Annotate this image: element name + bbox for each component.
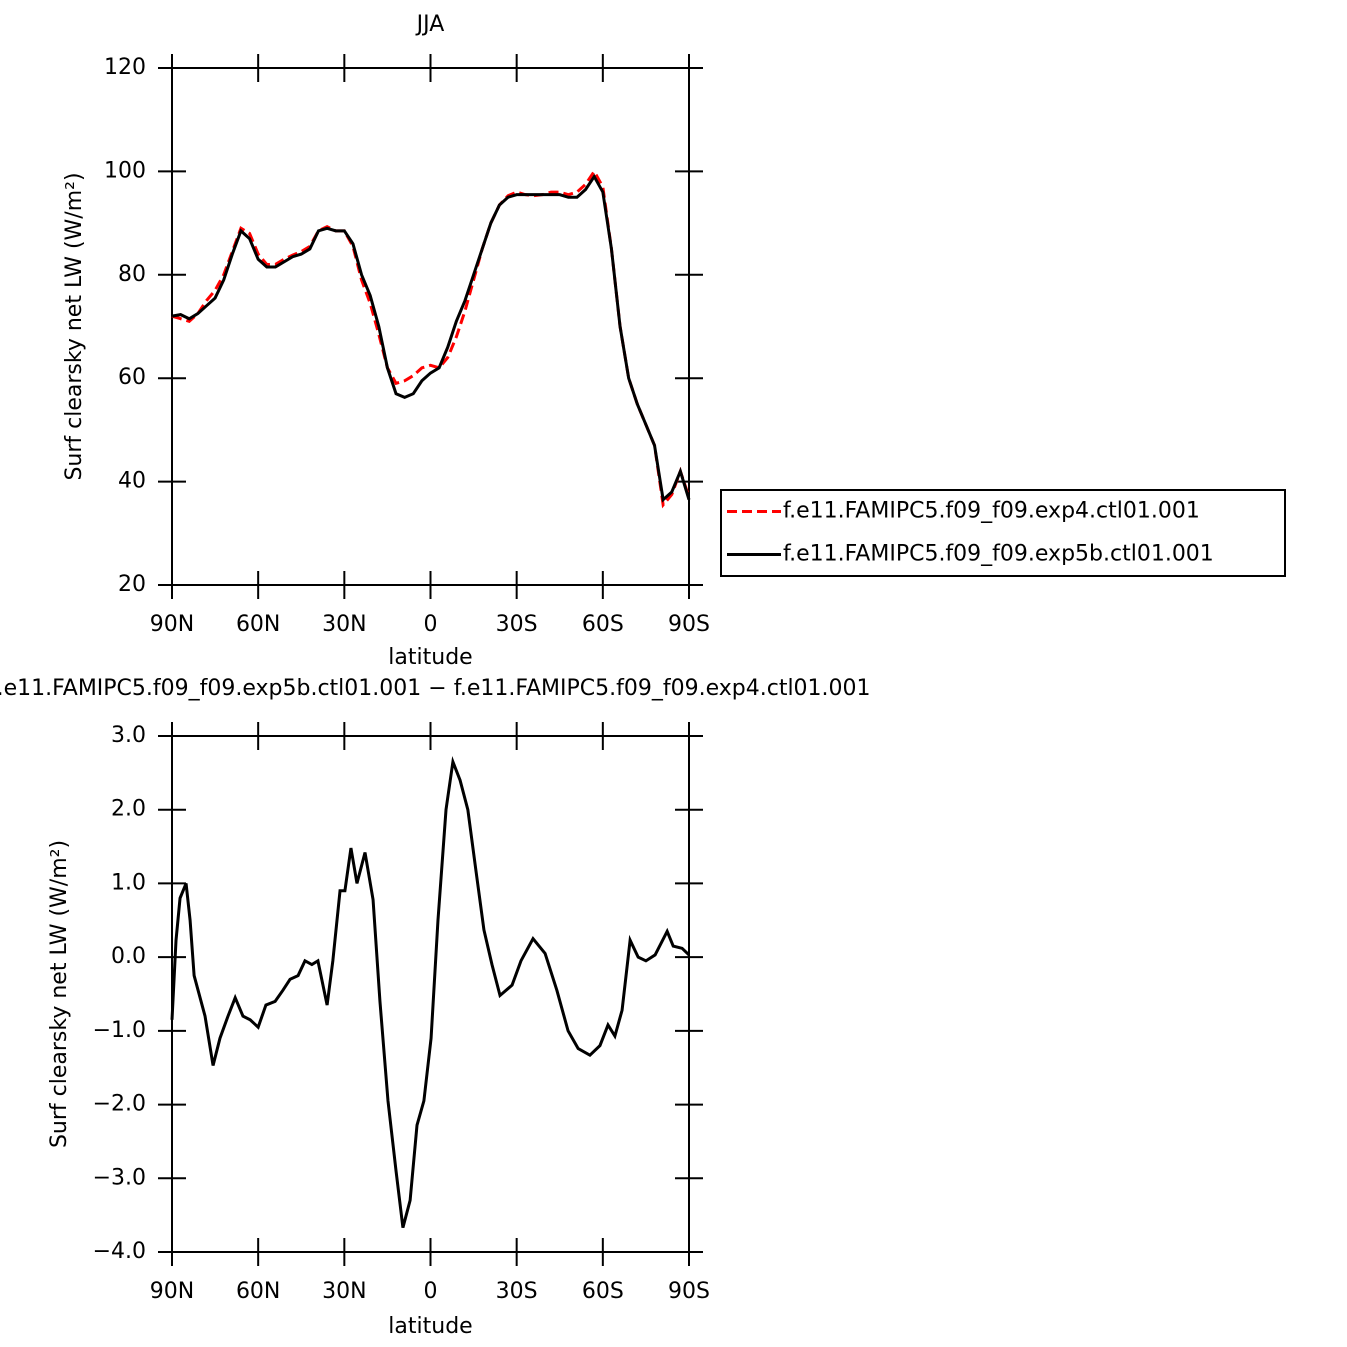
plot-frame bbox=[171, 67, 690, 586]
legend-label: f.e11.FAMIPC5.f09_f09.exp5b.ctl01.001 bbox=[783, 542, 1214, 567]
x-axis-label: latitude bbox=[388, 1314, 472, 1339]
y-tick-label: 100 bbox=[104, 158, 146, 183]
x-tick-label: 0 bbox=[424, 612, 438, 637]
y-axis-label: Surf clearsky net LW (W/m²) bbox=[62, 172, 87, 480]
x-tick-label: 30N bbox=[322, 612, 366, 637]
x-tick-label: 60S bbox=[582, 612, 624, 637]
y-axis-label: Surf clearsky net LW (W/m²) bbox=[47, 840, 72, 1148]
data-line bbox=[170, 755, 691, 1229]
y-tick-label: −3.0 bbox=[93, 1165, 146, 1190]
x-axis-label: latitude bbox=[388, 645, 472, 670]
x-tick-label: 90N bbox=[150, 612, 194, 637]
y-tick-label: −4.0 bbox=[93, 1239, 146, 1264]
y-tick-label: 2.0 bbox=[111, 797, 146, 822]
y-tick-label: 40 bbox=[118, 469, 146, 494]
x-tick-label: 30S bbox=[496, 1279, 538, 1304]
chart-title: JJA bbox=[415, 12, 445, 37]
data-line bbox=[171, 168, 691, 509]
y-tick-label: −1.0 bbox=[93, 1018, 146, 1043]
legend-label: f.e11.FAMIPC5.f09_f09.exp4.ctl01.001 bbox=[783, 499, 1200, 524]
x-tick-label: 0 bbox=[424, 1279, 438, 1304]
plot-frame bbox=[171, 735, 690, 1253]
y-tick-label: −2.0 bbox=[93, 1092, 146, 1117]
x-tick-label: 60S bbox=[582, 1279, 624, 1304]
y-tick-label: 120 bbox=[104, 55, 146, 80]
y-tick-label: 80 bbox=[118, 262, 146, 287]
y-tick-label: 1.0 bbox=[111, 870, 146, 895]
y-tick-label: 0.0 bbox=[111, 944, 146, 969]
data-line bbox=[171, 173, 691, 503]
y-tick-label: 60 bbox=[118, 365, 146, 390]
legend-box bbox=[720, 489, 1286, 577]
x-tick-label: 90S bbox=[668, 612, 710, 637]
x-tick-label: 60N bbox=[236, 1279, 280, 1304]
x-tick-label: 60N bbox=[236, 612, 280, 637]
y-tick-label: 20 bbox=[118, 572, 146, 597]
chart-title: f.e11.FAMIPC5.f09_f09.exp5b.ctl01.001 − … bbox=[0, 676, 871, 701]
x-tick-label: 90N bbox=[150, 1279, 194, 1304]
x-tick-label: 90S bbox=[668, 1279, 710, 1304]
y-tick-label: 3.0 bbox=[111, 723, 146, 748]
x-tick-label: 30N bbox=[322, 1279, 366, 1304]
x-tick-label: 30S bbox=[496, 612, 538, 637]
